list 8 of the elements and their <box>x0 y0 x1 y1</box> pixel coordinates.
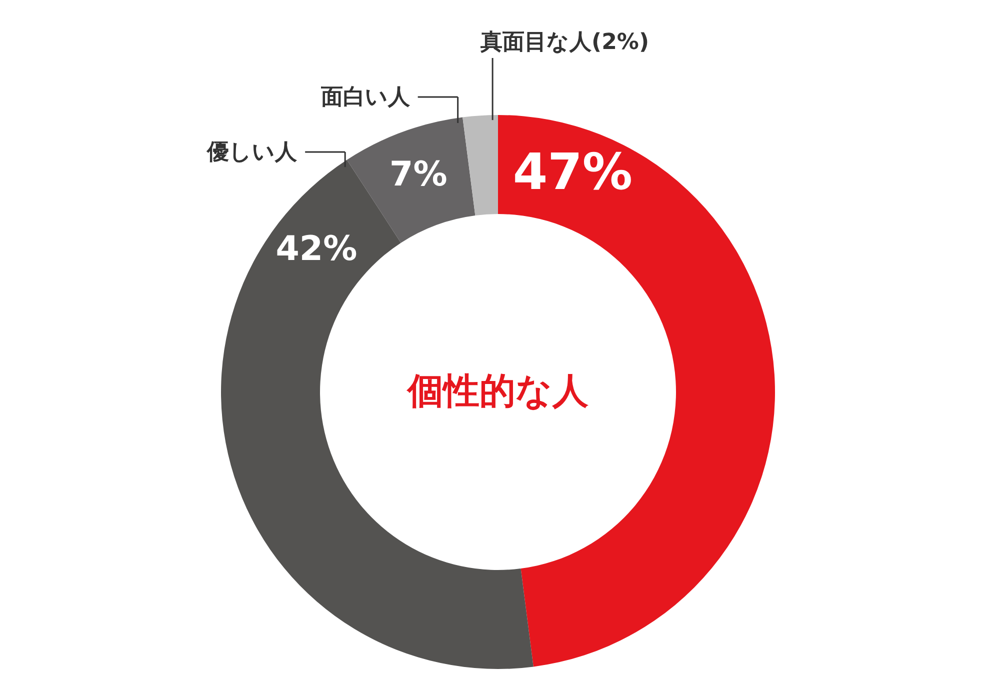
slice-label: 真面目な人(2%) <box>480 30 650 55</box>
slice-label: 優しい人 <box>206 140 298 165</box>
donut-slice <box>462 115 498 216</box>
data-label: 47% <box>512 142 633 201</box>
data-label: 7% <box>390 154 448 195</box>
slice-label: 面白い人 <box>320 85 411 110</box>
slice-label: 個性的な人 <box>406 371 588 412</box>
data-label: 42% <box>276 228 358 269</box>
